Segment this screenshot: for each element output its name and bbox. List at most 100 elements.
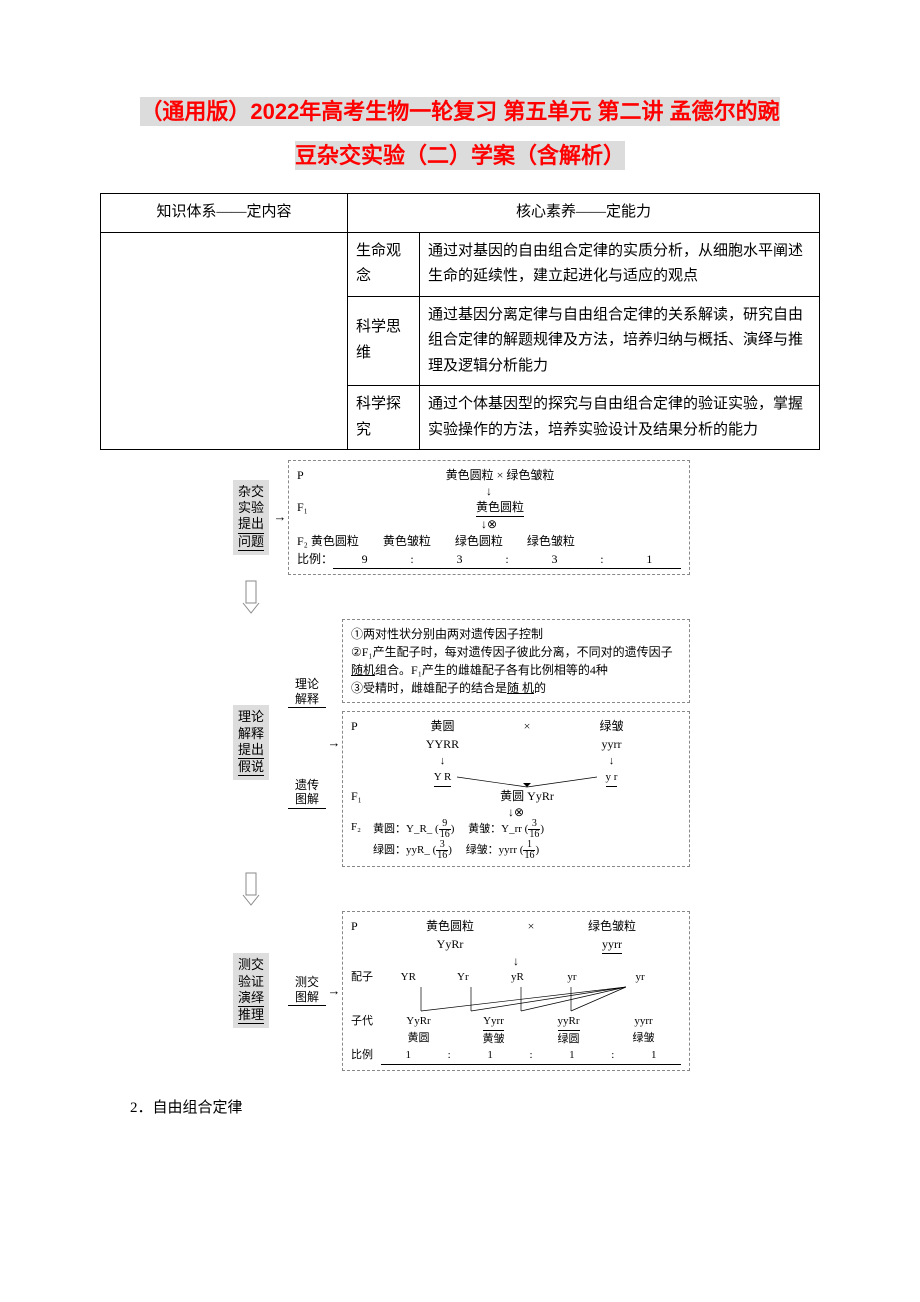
tc-og0: YyRr xyxy=(406,1015,430,1027)
tc-down: ↓ xyxy=(351,954,681,968)
ratio-v1: 3 xyxy=(428,550,491,568)
theory-sublabel: 理论解释 xyxy=(288,677,326,708)
ratio-label: 比例： xyxy=(297,550,333,569)
ratio-v0: 9 xyxy=(333,550,396,568)
theory-line-2: ③受精时，雌雄配子的结合是随 机的 xyxy=(351,679,681,697)
tc-off-label: 子代 xyxy=(351,1013,381,1047)
stage3-l3: 演绎 xyxy=(238,990,264,1007)
theory-line-1: ②F₁产生配子时，每对遗传因子彼此分离，不同对的遗传因子随机组合。F₁产生的雌雄… xyxy=(351,643,681,679)
gen-f1-text: 黄圆 YyRr xyxy=(500,789,554,803)
ratio-c0: : xyxy=(396,550,428,568)
gen-f2-0: 黄圆：Y_R_ xyxy=(373,823,432,835)
tc-p2-geno: yyrr xyxy=(602,935,622,954)
arrow-link-1: → xyxy=(272,460,288,575)
tcr0: 1 xyxy=(381,1047,436,1064)
stage2-l4: 假说 xyxy=(238,759,264,776)
stage2-l1: 理论 xyxy=(238,709,264,724)
title-line-1: （通用版）2022年高考生物一轮复习 第五单元 第二讲 孟德尔的豌 xyxy=(140,97,779,126)
competency-desc-0: 通过对基因的自由组合定律的实质分析，从细胞水平阐述生命的延续性，建立起进化与适应… xyxy=(420,232,820,296)
competency-table: 知识体系——定内容 核心素养——定能力 生命观念 通过对基因的自由组合定律的实质… xyxy=(100,193,820,450)
big-down-arrow-2 xyxy=(241,871,261,907)
gen-f2-label: F₂ xyxy=(351,819,373,861)
ratio-v3: 1 xyxy=(618,550,681,568)
stage2-l3: 提出 xyxy=(238,742,264,759)
gen-p-label: P xyxy=(351,717,373,753)
knowledge-system-cell xyxy=(101,232,348,450)
stage1-l1: 杂交 xyxy=(238,484,264,499)
stage1-l3: 提出 xyxy=(238,516,264,533)
stage3-l4: 推理 xyxy=(238,1007,264,1024)
testcross-box: P 黄色圆粒 YyRr × 绿色皱粒 yyrr ↓ 配子 xyxy=(342,911,690,1070)
stage2-l2: 解释 xyxy=(238,726,264,741)
competency-cat-1: 科学思维 xyxy=(348,296,420,386)
genetics-flow-diagram: 杂交 实验 提出 问题 → P 黄色圆粒 × 绿色皱粒 ↓ F₁ 黄色圆粒 xyxy=(230,460,690,1071)
theory-line-0: ①两对性状分别由两对遗传因子控制 xyxy=(351,625,681,643)
tc-op1: 黄皱 xyxy=(483,1033,505,1045)
testcross-lines xyxy=(351,985,681,1013)
big-down-arrow-1 xyxy=(241,579,261,615)
stage3-l2: 验证 xyxy=(238,974,264,989)
stage-box-3: 测交 验证 演绎 推理 xyxy=(233,953,269,1028)
cross-experiment-box: P 黄色圆粒 × 绿色皱粒 ↓ F₁ 黄色圆粒 ↓⊗ F₂ 黄色圆粒 黄色皱粒 … xyxy=(288,460,690,575)
tcr2: 1 xyxy=(545,1047,600,1064)
tcrc1: : xyxy=(517,1047,544,1064)
tc-og1: Yyrr xyxy=(483,1013,504,1031)
ratio-c1: : xyxy=(491,550,523,568)
tcr3: 1 xyxy=(626,1047,681,1064)
stage-box-2: 理论 解释 提出 假说 xyxy=(233,705,269,780)
tc-g0: YR xyxy=(381,969,436,986)
competency-desc-1: 通过基因分离定律与自由组合定律的关系解读，研究自由组合定律的解题规律及方法，培养… xyxy=(420,296,820,386)
table-header-right: 核心素养——定能力 xyxy=(348,194,820,233)
tc-gr: yr xyxy=(599,969,681,986)
p-label: P xyxy=(297,466,319,484)
gen-p2-pheno: 绿皱 xyxy=(599,719,623,733)
ratio-v2: 3 xyxy=(523,550,586,568)
tc-g1: Yr xyxy=(436,969,491,986)
f1-phenotype: 黄色圆粒 xyxy=(476,498,524,517)
tcrc2: : xyxy=(599,1047,626,1064)
tc-p1-pheno: 黄色圆粒 xyxy=(426,919,474,933)
gen-p1-geno: YYRR xyxy=(426,737,459,751)
gen-f2-2: 绿圆：yyR_ xyxy=(373,844,430,856)
gen-p2-geno: yyrr xyxy=(602,737,622,751)
down-arrow-1: ↓ xyxy=(297,484,681,498)
gen-f2-3: 绿皱：yyrr xyxy=(466,844,517,856)
gen-p1-pheno: 黄圆 xyxy=(430,719,454,733)
tc-p2-pheno: 绿色皱粒 xyxy=(588,919,636,933)
stage3-l1: 测交 xyxy=(238,957,264,972)
arrow-link-2 xyxy=(272,619,288,867)
tc-op0: 黄圆 xyxy=(408,1032,430,1044)
title-line-2: 豆杂交实验（二）学案（含解析） xyxy=(295,141,625,170)
arrow-link-2b: → xyxy=(326,619,342,867)
p-cross-text: 黄色圆粒 × 绿色皱粒 xyxy=(319,466,681,484)
tc-ratio-label: 比例 xyxy=(351,1047,381,1065)
tc-p-label: P xyxy=(351,917,381,954)
f2-phenotypes: F₂ 黄色圆粒 黄色皱粒 绿色圆粒 绿色皱粒 xyxy=(297,532,681,550)
genetic-sublabel: 遗传图解 xyxy=(288,778,326,809)
arrow-link-3 xyxy=(272,911,288,1070)
competency-desc-2: 通过个体基因型的探究与自由组合定律的验证实验，掌握实验操作的方法，培养实验设计及… xyxy=(420,386,820,450)
arrow-link-3b: → xyxy=(326,911,342,1070)
gen-self-symbol: ↓⊗ xyxy=(351,805,681,819)
tc-g2: yR xyxy=(490,969,545,986)
tc-op2: 绿圆 xyxy=(558,1033,580,1045)
gen-f1-label: F₁ xyxy=(351,787,373,805)
theory-explanation-box: ①两对性状分别由两对遗传因子控制 ②F₁产生配子时，每对遗传因子彼此分离，不同对… xyxy=(342,619,690,703)
table-header-left: 知识体系——定内容 xyxy=(101,194,348,233)
competency-cat-2: 科学探究 xyxy=(348,386,420,450)
tcr1: 1 xyxy=(463,1047,518,1064)
genetic-diagram-box: P 黄圆 YYRR × 绿皱 yyrr ↓Y R xyxy=(342,711,690,867)
tc-og2: yyRr xyxy=(558,1013,580,1031)
stage-box-1: 杂交 实验 提出 问题 xyxy=(233,480,269,555)
stage1-l2: 实验 xyxy=(238,500,264,515)
competency-cat-0: 生命观念 xyxy=(348,232,420,296)
section-2-heading: 2．自由组合定律 xyxy=(130,1096,820,1117)
gen-f2-1: 黄皱：Y_rr xyxy=(468,823,522,835)
tc-og3: yyrr xyxy=(634,1015,652,1027)
tc-gamete-label: 配子 xyxy=(351,969,381,986)
tc-g3: yr xyxy=(545,969,600,986)
f1-label: F₁ xyxy=(297,498,319,517)
tcrc0: : xyxy=(436,1047,463,1064)
testcross-sublabel: 测交图解 xyxy=(288,975,326,1006)
self-cross-symbol: ↓⊗ xyxy=(297,517,681,531)
